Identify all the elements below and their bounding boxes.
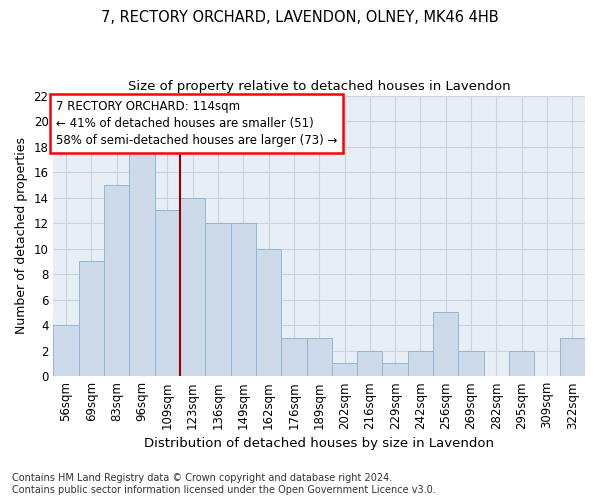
Bar: [256, 248, 281, 376]
Bar: [433, 312, 458, 376]
Bar: [332, 364, 357, 376]
Bar: [408, 350, 433, 376]
Title: Size of property relative to detached houses in Lavendon: Size of property relative to detached ho…: [128, 80, 511, 93]
Bar: [458, 350, 484, 376]
Bar: [104, 185, 130, 376]
Bar: [230, 223, 256, 376]
Bar: [130, 146, 155, 376]
Bar: [205, 223, 230, 376]
Bar: [307, 338, 332, 376]
Bar: [53, 325, 79, 376]
Bar: [357, 350, 382, 376]
Bar: [79, 262, 104, 376]
Y-axis label: Number of detached properties: Number of detached properties: [15, 138, 28, 334]
Text: 7, RECTORY ORCHARD, LAVENDON, OLNEY, MK46 4HB: 7, RECTORY ORCHARD, LAVENDON, OLNEY, MK4…: [101, 10, 499, 25]
Bar: [281, 338, 307, 376]
Bar: [509, 350, 535, 376]
Bar: [560, 338, 585, 376]
Bar: [155, 210, 180, 376]
Bar: [382, 364, 408, 376]
Text: Contains HM Land Registry data © Crown copyright and database right 2024.
Contai: Contains HM Land Registry data © Crown c…: [12, 474, 436, 495]
Bar: [180, 198, 205, 376]
X-axis label: Distribution of detached houses by size in Lavendon: Distribution of detached houses by size …: [144, 437, 494, 450]
Text: 7 RECTORY ORCHARD: 114sqm
← 41% of detached houses are smaller (51)
58% of semi-: 7 RECTORY ORCHARD: 114sqm ← 41% of detac…: [56, 100, 337, 147]
